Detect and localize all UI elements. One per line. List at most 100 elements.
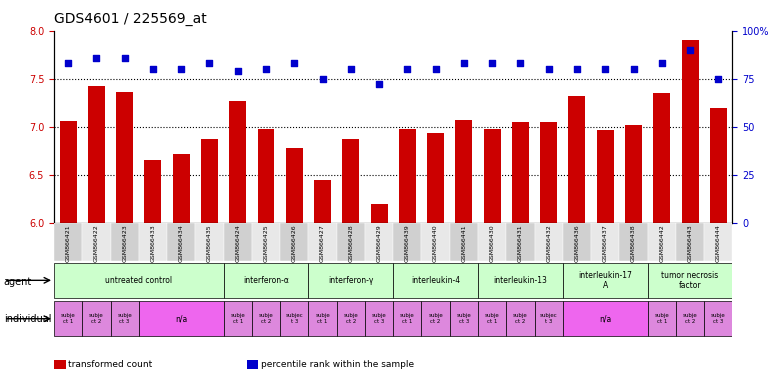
Text: interleukin-17
A: interleukin-17 A	[578, 271, 632, 290]
Bar	[449, 301, 478, 336]
Text: GSM866428: GSM866428	[348, 225, 353, 262]
Bar	[591, 223, 619, 261]
Bar	[676, 301, 704, 336]
Bar	[456, 120, 473, 384]
Text: GSM866437: GSM866437	[603, 225, 608, 262]
Bar	[568, 96, 585, 384]
Bar	[308, 301, 337, 336]
Bar	[648, 301, 676, 336]
Bar	[676, 223, 704, 261]
Point	[458, 60, 470, 66]
Bar	[224, 263, 308, 298]
Text: subje
ct 1: subje ct 1	[315, 313, 330, 324]
Bar	[710, 108, 727, 384]
Text: subjec
t 3: subjec t 3	[285, 313, 303, 324]
Point	[62, 60, 74, 66]
Text: GSM866423: GSM866423	[122, 225, 127, 262]
Bar	[682, 40, 699, 384]
Text: subjec
t 3: subjec t 3	[540, 313, 557, 324]
Point	[231, 68, 244, 74]
Point	[373, 81, 386, 88]
Text: subje
ct 3: subje ct 3	[456, 313, 471, 324]
Bar	[314, 180, 331, 384]
Text: subje
ct 1: subje ct 1	[400, 313, 415, 324]
Text: transformed count: transformed count	[68, 360, 152, 369]
Text: interferon-γ: interferon-γ	[328, 276, 373, 285]
Point	[599, 66, 611, 72]
Text: GSM866438: GSM866438	[631, 225, 636, 262]
Text: GSM866421: GSM866421	[66, 225, 71, 262]
Text: subje
ct 2: subje ct 2	[343, 313, 359, 324]
Bar	[280, 301, 308, 336]
Bar	[337, 223, 365, 261]
Text: subje
ct 2: subje ct 2	[428, 313, 443, 324]
Bar	[563, 301, 648, 336]
Bar	[280, 223, 308, 261]
Text: agent: agent	[4, 277, 32, 287]
Point	[684, 47, 696, 53]
Point	[712, 76, 725, 82]
Point	[175, 66, 187, 72]
Text: GSM866439: GSM866439	[405, 225, 410, 262]
Text: untreated control: untreated control	[105, 276, 173, 285]
Text: individual: individual	[4, 314, 52, 324]
Text: GSM866431: GSM866431	[518, 225, 523, 262]
Bar	[59, 121, 76, 384]
Bar	[167, 223, 195, 261]
Bar	[478, 263, 563, 298]
Text: GSM866434: GSM866434	[179, 225, 183, 262]
Text: GSM866425: GSM866425	[264, 225, 268, 262]
Bar	[116, 92, 133, 384]
Bar	[512, 122, 529, 384]
Bar	[308, 223, 337, 261]
Bar	[478, 223, 507, 261]
Point	[486, 60, 498, 66]
Bar	[258, 129, 274, 384]
Bar	[653, 93, 670, 384]
Bar	[229, 101, 246, 384]
Text: GSM866442: GSM866442	[659, 225, 665, 262]
Text: n/a: n/a	[599, 314, 611, 323]
Bar	[540, 122, 557, 384]
Bar	[648, 223, 676, 261]
Text: GSM866429: GSM866429	[376, 225, 382, 262]
Bar	[597, 130, 614, 384]
Bar	[82, 301, 110, 336]
Text: subje
ct 2: subje ct 2	[682, 313, 698, 324]
Bar	[399, 129, 416, 384]
Bar	[365, 223, 393, 261]
Text: subje
ct 2: subje ct 2	[513, 313, 528, 324]
Text: tumor necrosis
factor: tumor necrosis factor	[662, 271, 719, 290]
Point	[204, 60, 216, 66]
Bar	[427, 134, 444, 384]
Point	[260, 66, 272, 72]
Text: n/a: n/a	[175, 314, 187, 323]
Bar	[478, 301, 507, 336]
Bar	[54, 301, 82, 336]
Point	[316, 76, 328, 82]
Bar	[337, 301, 365, 336]
Point	[401, 66, 413, 72]
Bar	[371, 204, 388, 384]
Bar	[619, 223, 648, 261]
Text: subje
ct 1: subje ct 1	[61, 313, 76, 324]
Text: interleukin-4: interleukin-4	[411, 276, 460, 285]
Point	[514, 60, 527, 66]
Bar	[422, 301, 449, 336]
Bar	[54, 223, 82, 261]
Bar	[704, 301, 732, 336]
Bar	[308, 263, 393, 298]
Bar	[393, 301, 422, 336]
Bar	[507, 301, 534, 336]
Text: subje
ct 1: subje ct 1	[485, 313, 500, 324]
Text: GSM866427: GSM866427	[320, 225, 325, 262]
Point	[288, 60, 301, 66]
Bar	[54, 263, 224, 298]
Text: subje
ct 3: subje ct 3	[711, 313, 726, 324]
Text: GSM866422: GSM866422	[94, 225, 99, 262]
Bar	[224, 223, 252, 261]
Point	[119, 55, 131, 61]
Bar	[534, 301, 563, 336]
Text: percentile rank within the sample: percentile rank within the sample	[261, 360, 414, 369]
Bar	[252, 223, 280, 261]
